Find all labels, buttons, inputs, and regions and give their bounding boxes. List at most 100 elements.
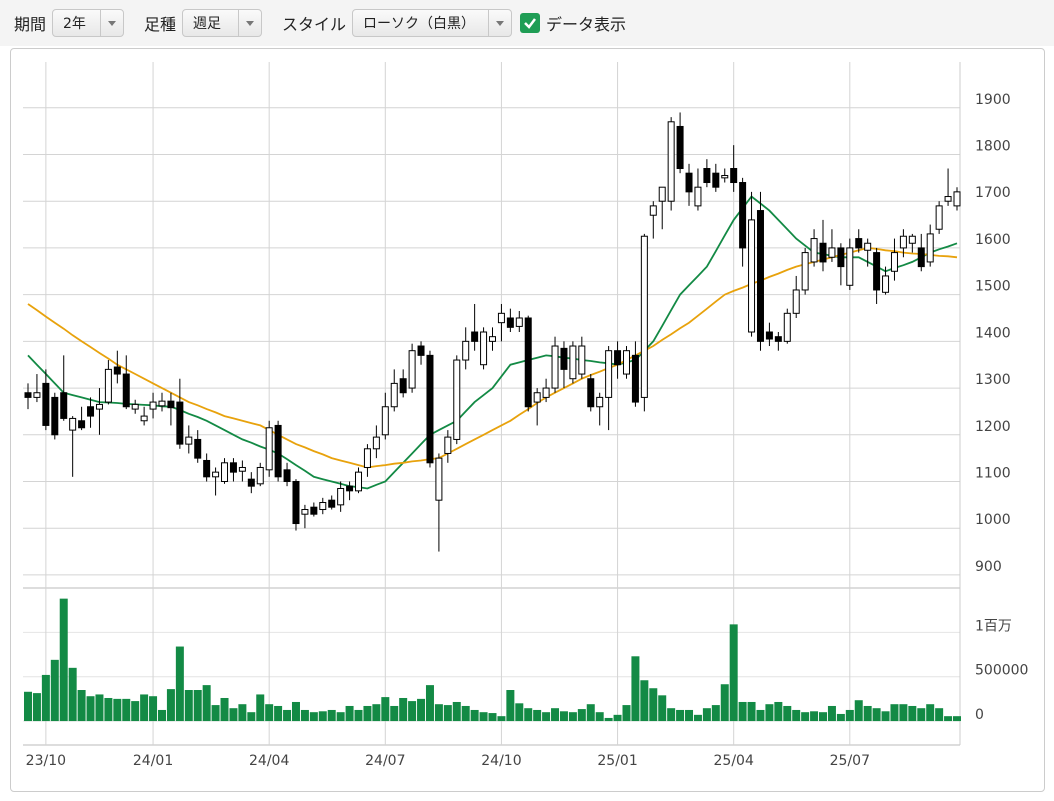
style-select[interactable]: ローソク（白黒） (352, 9, 513, 37)
candle-body (489, 336, 496, 342)
volume-bar (577, 709, 586, 722)
volume-bar (631, 656, 640, 722)
candle-body (631, 354, 639, 403)
candle-body (104, 368, 112, 403)
volume-bar (649, 688, 658, 722)
volume-bar (175, 646, 184, 722)
volume-bar (533, 709, 542, 722)
check-icon (524, 18, 537, 29)
candle-body (578, 345, 586, 375)
volume-bar (827, 705, 836, 722)
volume-bar (77, 690, 86, 722)
volume-bar (86, 696, 95, 722)
candle-body (140, 415, 148, 422)
volume-bar (586, 704, 595, 722)
volume-bar (381, 697, 390, 722)
volume-bar (461, 705, 470, 722)
volume-bar (434, 704, 443, 722)
candle-body (69, 417, 77, 431)
volume-bar (765, 704, 774, 722)
candle-body (24, 392, 32, 398)
candle-body (819, 242, 827, 263)
volume-bar (68, 667, 77, 722)
candle-body (846, 247, 854, 286)
y-tick-label: 1300 (975, 372, 1011, 388)
candle-body (480, 331, 488, 366)
x-tick-label: 23/10 (26, 753, 66, 769)
volume-bar (122, 698, 131, 722)
volume-bar (372, 704, 381, 722)
volume-bar (425, 685, 434, 722)
candle-body (569, 345, 577, 380)
candle-body (658, 186, 666, 202)
candle-body (712, 172, 720, 188)
candle-body (694, 186, 702, 207)
volume-bar (819, 712, 828, 722)
show-data-checkbox[interactable] (520, 13, 541, 33)
volume-bar (265, 704, 274, 722)
volume-bar (756, 709, 765, 722)
volume-bar (408, 701, 417, 722)
volume-bar (729, 624, 738, 722)
y-tick-label: 1100 (975, 465, 1011, 481)
volume-bar (32, 693, 41, 722)
candle-body (33, 392, 41, 398)
volume-bar (863, 705, 872, 722)
style-label: スタイル (282, 15, 347, 34)
candle-body (363, 448, 371, 468)
volume-bar (738, 701, 747, 722)
candle-body (247, 478, 255, 487)
interval-select[interactable]: 週足 (182, 9, 263, 37)
candle-body (864, 242, 872, 251)
volume-bar (908, 705, 917, 722)
volume-bar (845, 709, 854, 722)
candle-body (390, 382, 398, 408)
candle-body (256, 466, 264, 485)
candle-body (882, 275, 890, 293)
volume-bar (166, 689, 175, 722)
candle-body (792, 289, 800, 314)
volume-bar (345, 705, 354, 722)
candle-body (355, 471, 363, 492)
candle-body (337, 487, 345, 506)
candle-body (95, 403, 103, 410)
candle-body (212, 471, 220, 478)
candle-body (676, 125, 684, 170)
toolbar: 期間 2年 足種 週足 スタイル ローソク（白黒） データ表示 (0, 0, 1054, 46)
x-tick-label: 25/07 (830, 753, 870, 769)
volume-bar (506, 690, 515, 722)
volume-bar (872, 708, 881, 722)
volume-bar (452, 701, 461, 722)
volume-bar (542, 712, 551, 722)
volume-bar (256, 694, 265, 722)
volume-bar (568, 712, 577, 722)
candle-body (417, 345, 425, 356)
y-tick-label: 1400 (975, 325, 1011, 341)
candle-body (238, 466, 246, 472)
volume-bar (140, 694, 149, 722)
candle-body (497, 312, 505, 324)
x-tick-label: 24/10 (481, 753, 521, 769)
candle-body (229, 462, 237, 473)
volume-bar (774, 701, 783, 722)
interval-value: 週足 (193, 16, 222, 32)
candle-body (471, 331, 479, 342)
y-tick-label: 1500 (975, 279, 1011, 295)
volume-bar (613, 714, 622, 722)
y-tick-label: 1700 (975, 185, 1011, 201)
x-tick-label: 24/01 (133, 753, 173, 769)
y-tick-label: 900 (975, 559, 1002, 575)
volume-bar (792, 709, 801, 722)
volume-bar (551, 708, 560, 722)
period-select[interactable]: 2年 (52, 9, 125, 37)
volume-bar (443, 705, 452, 722)
y-tick-label: 1200 (975, 419, 1011, 435)
candle-body (328, 499, 336, 508)
volume-bar (95, 694, 104, 722)
candle-body (131, 403, 139, 410)
candle-body (310, 506, 318, 515)
candle-body (810, 238, 818, 263)
candle-body (399, 378, 407, 394)
volume-bar (211, 705, 220, 722)
